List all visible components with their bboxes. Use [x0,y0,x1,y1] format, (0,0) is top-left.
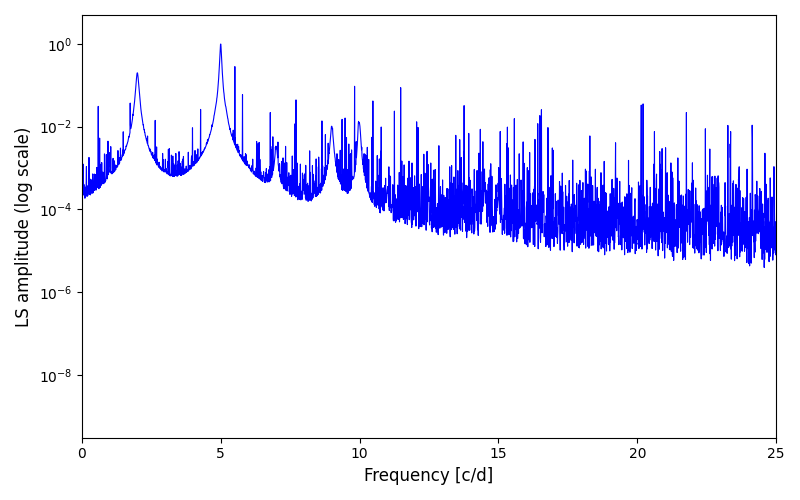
Y-axis label: LS amplitude (log scale): LS amplitude (log scale) [15,126,33,326]
X-axis label: Frequency [c/d]: Frequency [c/d] [364,467,494,485]
